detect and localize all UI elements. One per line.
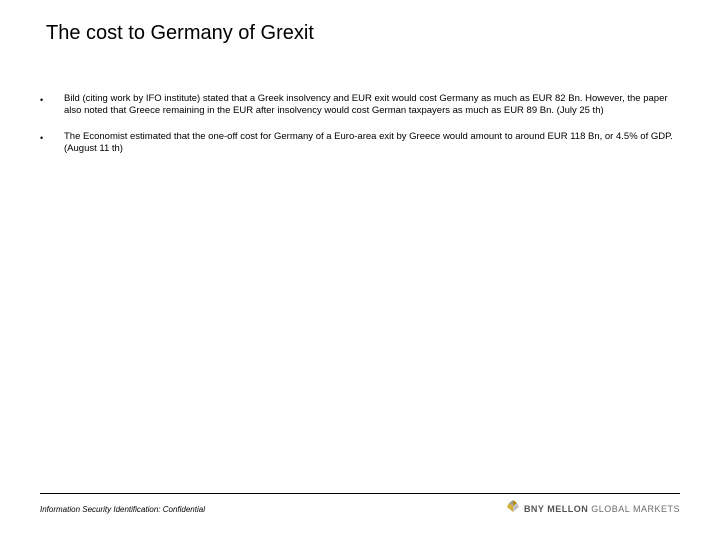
logo-text-bold: BNY MELLON [524,504,588,514]
bullet-text: The Economist estimated that the one-off… [64,131,680,155]
content-area: • Bild (citing work by IFO institute) st… [40,93,680,169]
bullet-marker: • [40,93,64,106]
bullet-item: • The Economist estimated that the one-o… [40,131,680,155]
bullet-item: • Bild (citing work by IFO institute) st… [40,93,680,117]
bullet-text: Bild (citing work by IFO institute) stat… [64,93,680,117]
logo-mark-icon [506,499,520,518]
bullet-marker: • [40,131,64,144]
footer-divider [40,493,680,494]
logo-text-light: GLOBAL MARKETS [591,504,680,514]
slide: The cost to Germany of Grexit • Bild (ci… [0,0,720,540]
logo-text: BNY MELLON GLOBAL MARKETS [524,504,680,514]
footer-logo: BNY MELLON GLOBAL MARKETS [506,499,680,518]
footer-classification: Information Security Identification: Con… [40,505,205,514]
page-title: The cost to Germany of Grexit [46,22,314,45]
